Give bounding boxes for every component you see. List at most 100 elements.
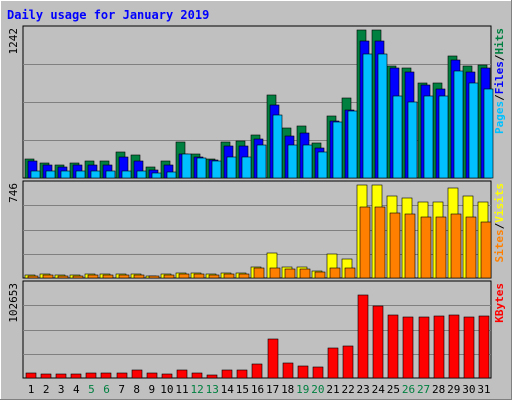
x-tick-label-day-19: 19 (296, 383, 309, 396)
x-tick-label-day-5: 5 (88, 383, 95, 396)
legend-entry-2: Visits (493, 183, 506, 223)
bar-sites-day-5 (87, 274, 99, 279)
bar-pages-day-5 (90, 170, 101, 179)
bar-kbytes-day-6 (100, 372, 112, 379)
bar-sites-day-15 (238, 273, 250, 279)
bar-kbytes-day-19 (297, 365, 309, 379)
legend-entry-0: Sites (493, 229, 506, 262)
bar-sites-day-6 (102, 274, 114, 279)
panel-visits-max-label: 746 (7, 183, 20, 203)
bar-pages-day-8 (136, 170, 147, 179)
legend-entry-2: Files (493, 61, 506, 94)
panel-hits-legend: Pages/Files/Hits (493, 28, 506, 134)
bar-sites-day-29 (450, 213, 462, 279)
bar-pages-day-14 (226, 156, 237, 179)
bar-sites-day-9 (148, 275, 160, 279)
bar-kbytes-day-13 (206, 374, 218, 379)
bar-sites-day-23 (359, 206, 371, 279)
panel-hits-max-label: 1242 (7, 28, 20, 55)
bar-sites-day-30 (465, 216, 477, 279)
x-tick-label-day-4: 4 (73, 383, 80, 396)
bar-pages-day-19 (302, 144, 313, 179)
bar-kbytes-day-18 (282, 362, 294, 379)
bar-sites-day-2 (42, 274, 54, 279)
bar-sites-day-18 (284, 268, 296, 279)
bar-kbytes-day-22 (342, 345, 354, 379)
bar-sites-day-1 (27, 275, 39, 279)
bar-sites-day-14 (223, 273, 235, 279)
bar-kbytes-day-21 (327, 347, 339, 379)
bar-sites-day-12 (193, 273, 205, 279)
panel-visits-legend: Sites/Visits (493, 183, 506, 263)
bar-kbytes-day-1 (25, 372, 37, 379)
legend-entry-1: / (493, 94, 506, 101)
bar-kbytes-day-4 (70, 373, 82, 379)
bar-sites-day-26 (404, 213, 416, 279)
bar-pages-day-11 (181, 153, 192, 179)
x-tick-label-day-27: 27 (417, 383, 430, 396)
bar-pages-day-22 (347, 110, 358, 179)
bar-pages-day-10 (166, 171, 177, 179)
panel-kbytes: 102653 KBytes (7, 280, 506, 379)
bar-pages-day-20 (317, 151, 328, 179)
bar-sites-day-13 (208, 274, 220, 279)
bar-pages-day-16 (256, 144, 267, 179)
bar-kbytes-day-30 (463, 316, 475, 379)
bar-kbytes-day-15 (236, 369, 248, 379)
panels-group: 1242Pages/Files/Hits746Sites/Visits10265… (7, 25, 506, 379)
x-tick-label-day-3: 3 (58, 383, 65, 396)
bar-pages-day-30 (468, 82, 479, 179)
x-tick-label-day-17: 17 (266, 383, 279, 396)
x-tick-label-day-29: 29 (447, 383, 460, 396)
bar-pages-day-6 (105, 170, 116, 179)
bar-pages-day-23 (362, 53, 373, 179)
bar-pages-day-9 (151, 172, 162, 179)
bar-pages-day-21 (332, 121, 343, 179)
bar-sites-day-19 (299, 268, 311, 279)
bar-pages-day-2 (45, 170, 56, 179)
legend-entry-3: / (493, 54, 506, 61)
bar-kbytes-day-9 (146, 372, 158, 379)
bar-sites-day-21 (329, 267, 341, 279)
bar-pages-day-26 (407, 101, 418, 179)
bar-pages-day-31 (483, 88, 494, 179)
legend-entry-0: KBytes (493, 283, 506, 323)
bar-sites-day-11 (178, 273, 190, 279)
x-tick-label-day-31: 31 (477, 383, 490, 396)
x-axis-labels: 1 2 3 4 5 6 7 8 9 10 11 12 13 14 15 16 17 18 19 20 21 22 23 24 2… (28, 383, 491, 396)
x-tick-label-day-10: 10 (160, 383, 173, 396)
bar-pages-day-15 (241, 156, 252, 179)
x-tick-label-day-12: 12 (190, 383, 203, 396)
bar-kbytes-day-2 (40, 373, 52, 379)
bar-kbytes-day-23 (357, 294, 369, 379)
legend-entry-0: Pages (493, 101, 506, 134)
bar-pages-day-25 (392, 95, 403, 179)
bar-kbytes-day-7 (116, 372, 128, 379)
bar-kbytes-day-29 (448, 314, 460, 379)
bar-kbytes-day-10 (161, 373, 173, 379)
bar-pages-day-24 (377, 53, 388, 179)
bar-sites-day-31 (480, 221, 492, 279)
bar-kbytes-day-28 (433, 315, 445, 379)
panel-kbytes-max-label: 102653 (7, 283, 20, 323)
bar-sites-day-17 (269, 267, 281, 279)
bar-sites-day-16 (253, 267, 265, 279)
x-tick-label-day-15: 15 (236, 383, 249, 396)
bar-kbytes-day-3 (55, 373, 67, 379)
bar-pages-day-3 (60, 170, 71, 179)
bar-pages-day-4 (75, 170, 86, 179)
x-tick-label-day-22: 22 (341, 383, 354, 396)
x-tick-label-day-11: 11 (175, 383, 188, 396)
x-tick-label-day-6: 6 (103, 383, 110, 396)
x-tick-label-day-20: 20 (311, 383, 324, 396)
x-tick-label-day-14: 14 (221, 383, 235, 396)
bar-kbytes-day-16 (251, 363, 263, 379)
x-tick-label-day-1: 1 (28, 383, 35, 396)
x-tick-label-day-8: 8 (133, 383, 140, 396)
bar-pages-day-13 (211, 160, 222, 179)
bar-kbytes-day-17 (267, 338, 279, 379)
bar-sites-day-28 (435, 216, 447, 279)
bar-kbytes-day-5 (85, 372, 97, 379)
